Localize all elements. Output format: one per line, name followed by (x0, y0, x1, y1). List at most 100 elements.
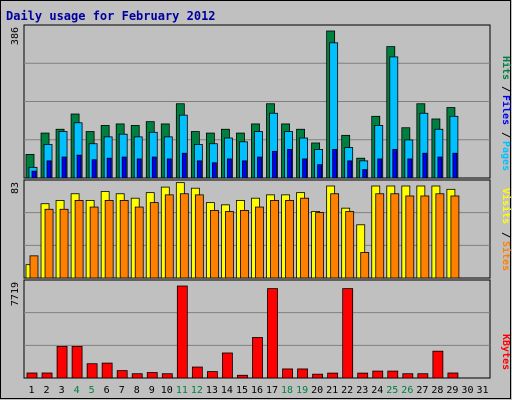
sites-bar (209, 209, 219, 279)
x-tick-label: 1 (29, 385, 35, 396)
sites-bar (285, 200, 294, 279)
pages-bar (317, 164, 323, 179)
kbytes-bar (447, 372, 459, 379)
pages-bar (136, 158, 142, 179)
x-tick-label: 3 (59, 385, 65, 396)
x-tick-label: 20 (311, 385, 323, 396)
pages-bar (181, 152, 187, 179)
kbytes-bar (116, 370, 128, 379)
x-tick-label: 23 (356, 385, 368, 396)
sites-bar (225, 211, 234, 279)
kbytes-bar (297, 368, 308, 379)
x-tick-label: 2 (44, 385, 50, 396)
x-tick-label: 15 (236, 385, 248, 396)
pages-bar (196, 160, 202, 179)
pages-bar (302, 158, 307, 179)
kbytes-bar (237, 374, 248, 379)
sites-bar (240, 209, 249, 279)
legend-sep: / (500, 232, 511, 238)
kbytes-bar (432, 350, 444, 379)
sites-bar (74, 200, 84, 279)
sites-bar (420, 195, 430, 279)
kbytes-bar (191, 366, 203, 379)
legend-visits-sites: Sites / Visits (500, 188, 512, 271)
kbytes-bar (327, 372, 339, 379)
sites-bar (164, 194, 174, 279)
pages-bar (422, 152, 428, 179)
y-max-label: 386 (10, 27, 21, 45)
kbytes-bar (387, 370, 399, 379)
pages-bar (166, 158, 172, 179)
x-tick-label: 29 (446, 385, 458, 396)
sites-bar (119, 200, 129, 279)
kbytes-bar (71, 346, 83, 379)
sites-bar (89, 206, 99, 279)
kbytes-bar (206, 371, 218, 379)
pages-bar (227, 158, 232, 179)
x-tick-label: 22 (341, 385, 353, 396)
sites-bar (270, 200, 279, 279)
sites-bar (390, 193, 400, 279)
sites-bar (330, 193, 340, 279)
sites-bar (255, 206, 264, 279)
pages-bar (61, 156, 67, 179)
pages-bar (76, 154, 82, 179)
chart-title: Daily usage for February 2012 (6, 9, 216, 23)
x-tick-label: 7 (119, 385, 125, 396)
kbytes-bar (402, 373, 414, 379)
legend-sep: / (500, 132, 511, 138)
sites-bar (179, 193, 189, 279)
kbytes-panel: 7719 KBytes (10, 279, 511, 379)
pages-bar (46, 160, 52, 179)
sites-bar (360, 252, 370, 279)
x-tick-label: 21 (326, 385, 338, 396)
legend-hits-files-pages: Pages / Files / Hits (500, 56, 512, 171)
legend-visits: Visits (500, 188, 512, 224)
visits-sites-panel: 83 Sites / Visits (10, 179, 512, 279)
sites-bar (315, 212, 325, 279)
kbytes-bar (252, 337, 263, 379)
sites-bar (405, 195, 415, 279)
kbytes-bar (161, 373, 173, 379)
x-tick-label: 28 (431, 385, 443, 396)
x-tick-label: 27 (416, 385, 428, 396)
kbytes-bar (342, 288, 354, 379)
sites-bar (59, 208, 69, 279)
x-tick-label: 19 (296, 385, 308, 396)
y-max-label: 83 (10, 182, 21, 194)
x-tick-label: 24 (371, 385, 383, 396)
legend-pages: Pages (500, 141, 511, 171)
sites-bar (300, 197, 309, 279)
pages-bar (31, 170, 37, 179)
pages-bar (407, 158, 413, 179)
sites-bar (345, 211, 355, 279)
pages-bar (211, 162, 217, 179)
pages-bar (452, 152, 458, 179)
kbytes-bar (146, 372, 158, 379)
sites-bar (104, 200, 114, 279)
x-tick-label: 26 (401, 385, 413, 396)
x-axis-labels: 1 2 3 4 5 6 7 8 9 10 11 12 13 14 15 16 17 18 19 20 21 22 23 24 2… (29, 385, 489, 396)
y-max-label: 7719 (10, 282, 21, 306)
x-tick-label: 6 (104, 385, 110, 396)
pages-bar (392, 149, 398, 179)
x-tick-label: 12 (191, 385, 203, 396)
legend-sep: / (500, 86, 511, 92)
x-tick-label: 5 (89, 385, 95, 396)
kbytes-bar (26, 372, 38, 379)
pages-bar (151, 156, 157, 179)
x-tick-label: 17 (266, 385, 278, 396)
x-tick-label: 10 (161, 385, 173, 396)
kbytes-bar (176, 285, 188, 379)
hits-files-pages-panel: 386 Pages / Files / Hits (10, 24, 512, 179)
pages-bar (106, 157, 112, 179)
pages-bar (362, 169, 368, 179)
kbytes-bar (372, 370, 384, 379)
pages-bar (272, 150, 277, 179)
sites-bar (375, 193, 385, 279)
x-tick-label: 13 (206, 385, 218, 396)
kbytes-bar (357, 372, 369, 379)
sites-bar (44, 208, 54, 279)
legend-hits: Hits (500, 56, 512, 80)
